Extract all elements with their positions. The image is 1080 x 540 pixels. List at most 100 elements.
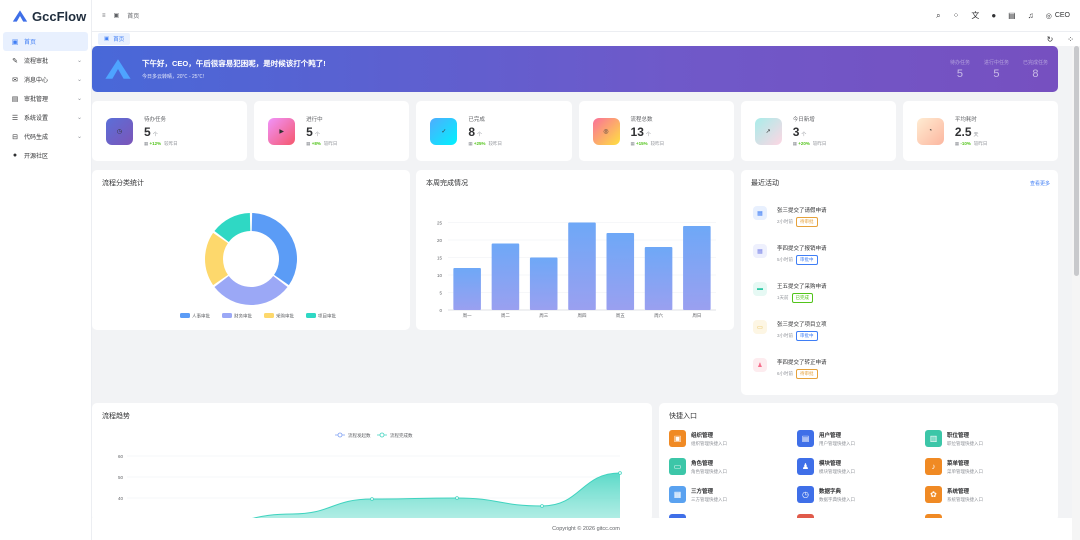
quick-entry[interactable]: ▦ 三方管理 三方管理快捷入口 bbox=[669, 486, 727, 503]
menu-toggle-icon[interactable]: ≡ bbox=[102, 12, 106, 19]
quick-entry[interactable]: ♪ 菜单管理 菜单管理快捷入口 bbox=[925, 458, 983, 475]
stat-card: ✓ 已完成 8 个 ▦ +25% 较昨日 bbox=[416, 101, 572, 161]
activity-meta: 3小时前 审批中 bbox=[777, 331, 827, 341]
bar-chart: 0 5 10 15 20 25 周一 周二 周三 周四 周五 周六 周日 bbox=[437, 220, 716, 319]
activity-item[interactable]: ▭ 张三提交了项目立项 3小时前 审批中 bbox=[753, 320, 1043, 341]
stat-title: 已完成 bbox=[468, 117, 485, 123]
bar[interactable] bbox=[453, 268, 481, 310]
data-point[interactable] bbox=[370, 497, 374, 501]
panel-title: 快捷入口 bbox=[669, 413, 697, 420]
bar[interactable] bbox=[529, 257, 558, 311]
view-more-link[interactable]: 查看更多 bbox=[1029, 181, 1050, 187]
status-badge: 审批中 bbox=[796, 331, 818, 341]
quick-entry[interactable]: ▤ 用户管理 用户管理快捷入口 bbox=[797, 430, 855, 447]
banner-stat-value: 5 bbox=[956, 67, 964, 80]
quick-panel: 快捷入口 ▣ 组织管理 组织管理快捷入口 ▤ 用户管理 用户管理快捷入口 ▥ 职位管理 职位管理… bbox=[659, 403, 1058, 521]
quick-entry-title: 职位管理 bbox=[947, 432, 970, 439]
legend-label[interactable]: 流程发起数 bbox=[348, 432, 371, 439]
monitor-icon: ▣ bbox=[11, 38, 19, 46]
user-menu[interactable]: ◎ CEO bbox=[1046, 12, 1070, 20]
quick-entry-partial[interactable] bbox=[925, 514, 942, 520]
github-icon[interactable]: ● bbox=[991, 11, 997, 20]
trend-icon: ↗ bbox=[754, 117, 782, 145]
activity-text: 张三提交了项目立项 bbox=[777, 322, 827, 328]
legend-label[interactable]: 采购审批 bbox=[276, 313, 294, 320]
chevron-down-icon: ⌄ bbox=[76, 115, 82, 121]
sidebar-item-4[interactable]: ☰ 系统设置 ⌄ bbox=[3, 108, 88, 127]
sidebar-item-3[interactable]: ▤ 审批管理 ⌄ bbox=[3, 89, 88, 108]
legend-swatch[interactable] bbox=[264, 313, 274, 318]
stat-value-row: 13 个 bbox=[631, 125, 665, 139]
bar[interactable] bbox=[644, 247, 673, 310]
legend-swatch[interactable] bbox=[306, 313, 316, 318]
document-icon[interactable]: ▤ bbox=[1008, 11, 1016, 20]
quick-entry[interactable]: ▭ 角色管理 角色管理快捷入口 bbox=[669, 458, 727, 475]
legend-label[interactable]: 人事审批 bbox=[192, 313, 210, 320]
activity-meta: 5小时前 审批中 bbox=[777, 255, 827, 265]
quick-entry-title: 数据字典 bbox=[819, 488, 842, 495]
quick-entry[interactable]: ▥ 职位管理 职位管理快捷入口 bbox=[925, 430, 983, 447]
bar[interactable] bbox=[683, 226, 711, 310]
translate-icon[interactable]: 文 bbox=[971, 11, 980, 20]
tab-menu-icon[interactable]: ⁘ bbox=[1067, 34, 1074, 44]
x-tick-label: 周一 bbox=[463, 313, 472, 319]
scrollbar-thumb[interactable] bbox=[1074, 46, 1079, 276]
x-tick-label: 周日 bbox=[692, 313, 701, 319]
data-point[interactable] bbox=[455, 496, 459, 500]
panel-title: 流程分类统计 bbox=[102, 180, 144, 187]
refresh-icon[interactable]: ↻ bbox=[1046, 34, 1054, 44]
bell-icon[interactable]: ♫ bbox=[1027, 11, 1034, 20]
donut-slice[interactable] bbox=[205, 232, 228, 286]
stat-change: +25% bbox=[473, 141, 486, 146]
legend-label[interactable]: 流程完成数 bbox=[390, 432, 413, 439]
sidebar-item-1[interactable]: ✎ 流程审批 ⌄ bbox=[3, 51, 88, 70]
bar[interactable] bbox=[606, 233, 635, 310]
data-point[interactable] bbox=[540, 504, 544, 508]
sidebar-item-5[interactable]: ⊟ 代码生成 ⌄ bbox=[3, 127, 88, 146]
activity-item[interactable]: ♟ 李四提交了转正申请 6小时前 待审批 bbox=[753, 358, 1043, 379]
quick-entry-title: 三方管理 bbox=[691, 488, 714, 495]
data-point[interactable] bbox=[618, 471, 622, 475]
tab-home[interactable]: ▣ 首页 bbox=[98, 33, 131, 45]
quick-entry[interactable]: ▣ 组织管理 组织管理快捷入口 bbox=[669, 430, 727, 447]
pen-icon: ✎ bbox=[12, 57, 18, 65]
chevron-down-icon: ⌄ bbox=[76, 58, 82, 64]
sidebar-item-6[interactable]: ● 开源社区 bbox=[3, 146, 88, 165]
quick-entry-partial[interactable] bbox=[669, 514, 686, 520]
legend-label[interactable]: 财务审批 bbox=[234, 313, 252, 320]
donut-slice[interactable] bbox=[214, 213, 251, 242]
building-icon: ▣ bbox=[669, 430, 686, 447]
y-tick-label: 40 bbox=[118, 496, 124, 501]
logo-icon bbox=[12, 10, 28, 22]
activity-item[interactable]: ▬ 王五提交了采购申请 1天前 已完成 bbox=[753, 282, 1043, 303]
legend-swatch[interactable] bbox=[180, 313, 190, 318]
quick-entry[interactable]: ◷ 数据字典 数据字典快捷入口 bbox=[797, 486, 855, 503]
stat-title: 今日新增 bbox=[792, 117, 815, 123]
activity-item[interactable]: ▦ 李四提交了报销申请 5小时前 审批中 bbox=[753, 244, 1043, 265]
sidebar-item-0[interactable]: ▣ 首页 bbox=[3, 32, 88, 51]
breadcrumb-item[interactable]: 首页 bbox=[127, 14, 140, 20]
legend-label[interactable]: 项目审批 bbox=[318, 313, 336, 320]
scrollbar[interactable] bbox=[1072, 46, 1080, 540]
app-logo[interactable]: GccFlow bbox=[0, 0, 91, 32]
stat-title: 平均耗时 bbox=[954, 117, 977, 123]
donut-slice[interactable] bbox=[214, 276, 288, 305]
y-tick-label: 50 bbox=[118, 475, 124, 480]
quick-entry-partial[interactable] bbox=[797, 514, 814, 520]
check-icon: ✓ bbox=[430, 117, 458, 145]
x-tick-label: 周四 bbox=[578, 313, 587, 319]
sidebar-item-2[interactable]: ✉ 消息中心 ⌄ bbox=[3, 70, 88, 89]
stat-card: ◎ 流程总数 13 个 ▦ +15% 较昨日 bbox=[578, 101, 734, 161]
legend-swatch[interactable] bbox=[222, 313, 232, 318]
y-tick-label: 25 bbox=[437, 220, 443, 225]
quick-entry[interactable]: ♟ 模块管理 模块管理快捷入口 bbox=[797, 458, 855, 475]
bar[interactable] bbox=[568, 222, 596, 311]
activity-item[interactable]: ▦ 张三提交了请假申请 2小时前 待审批 bbox=[753, 206, 1043, 227]
bar[interactable] bbox=[491, 243, 520, 311]
activity-icon: ▭ bbox=[753, 320, 767, 334]
x-tick-label: 周三 bbox=[539, 313, 548, 319]
search-icon[interactable]: ⌕ bbox=[936, 10, 941, 20]
apps-icon[interactable]: ⁘ bbox=[952, 11, 960, 20]
donut-slice[interactable] bbox=[251, 213, 297, 286]
quick-entry[interactable]: ✿ 系统管理 系统管理快捷入口 bbox=[925, 486, 983, 503]
